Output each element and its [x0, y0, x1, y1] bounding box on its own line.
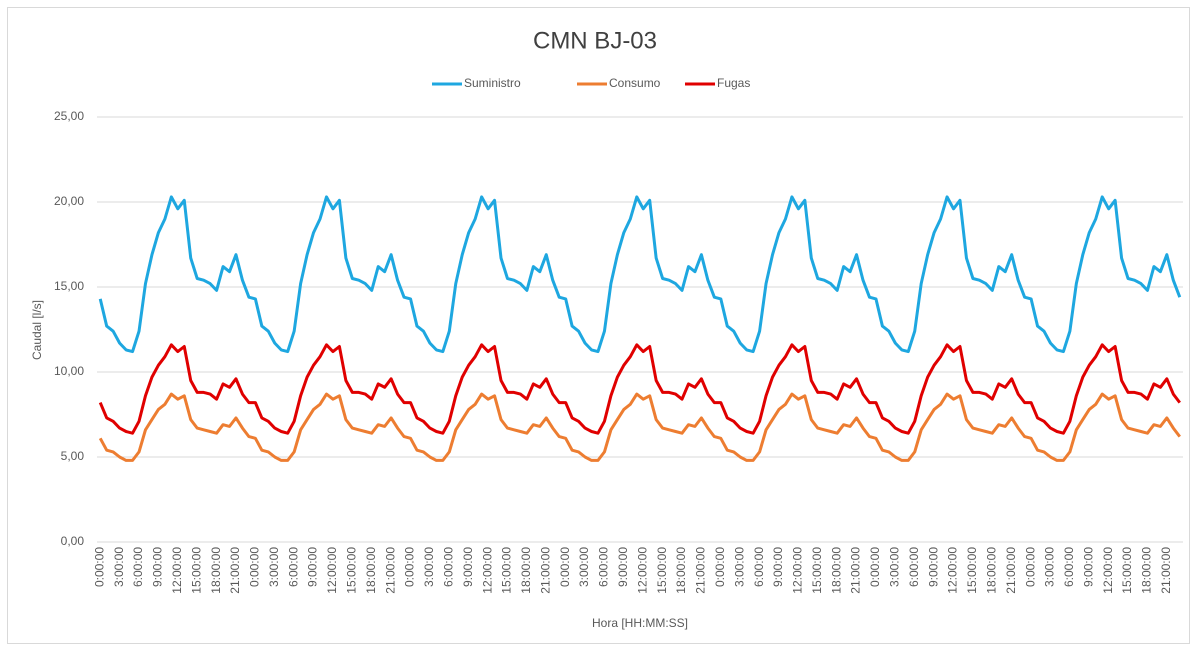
x-tick-label: 9:00:00 — [771, 547, 785, 587]
x-tick-label: 3:00:00 — [1043, 547, 1057, 587]
x-tick-label: 0:00:00 — [1023, 547, 1037, 587]
x-tick-label: 18:00:00 — [209, 547, 223, 594]
legend-label: Fugas — [717, 76, 750, 90]
x-tick-label: 9:00:00 — [616, 547, 630, 587]
x-tick-label: 3:00:00 — [267, 547, 281, 587]
x-tick-label: 15:00:00 — [345, 547, 359, 594]
x-tick-label: 9:00:00 — [1081, 547, 1095, 587]
x-tick-label: 18:00:00 — [674, 547, 688, 594]
x-tick-label: 21:00:00 — [849, 547, 863, 594]
y-tick-label: 15,00 — [54, 279, 84, 293]
x-tick-label: 6:00:00 — [1062, 547, 1076, 587]
x-tick-label: 21:00:00 — [1159, 547, 1173, 594]
x-tick-label: 18:00:00 — [1140, 547, 1154, 594]
x-tick-label: 12:00:00 — [946, 547, 960, 594]
y-tick-label: 5,00 — [61, 449, 85, 463]
x-tick-label: 21:00:00 — [694, 547, 708, 594]
x-tick-label: 0:00:00 — [248, 547, 262, 587]
x-tick-label: 12:00:00 — [480, 547, 494, 594]
x-tick-label: 3:00:00 — [888, 547, 902, 587]
x-axis-title: Hora [HH:MM:SS] — [592, 616, 688, 630]
chart-border — [7, 7, 1190, 644]
x-tick-label: 6:00:00 — [597, 547, 611, 587]
x-tick-label: 6:00:00 — [286, 547, 300, 587]
x-tick-label: 21:00:00 — [538, 547, 552, 594]
x-tick-label: 12:00:00 — [791, 547, 805, 594]
y-tick-label: 25,00 — [54, 109, 84, 123]
x-tick-label: 18:00:00 — [519, 547, 533, 594]
x-tick-label: 0:00:00 — [558, 547, 572, 587]
x-tick-label: 6:00:00 — [907, 547, 921, 587]
x-tick-label: 0:00:00 — [868, 547, 882, 587]
x-tick-label: 15:00:00 — [1120, 547, 1134, 594]
series-line — [98, 392, 1181, 462]
x-tick-label: 12:00:00 — [325, 547, 339, 594]
series-line — [98, 343, 1181, 435]
x-tick-label: 12:00:00 — [1101, 547, 1115, 594]
y-tick-label: 0,00 — [61, 534, 85, 548]
x-tick-label: 0:00:00 — [92, 547, 106, 587]
x-tick-label: 18:00:00 — [364, 547, 378, 594]
x-tick-label: 9:00:00 — [926, 547, 940, 587]
x-tick-label: 15:00:00 — [655, 547, 669, 594]
x-tick-label: 6:00:00 — [131, 547, 145, 587]
x-tick-label: 3:00:00 — [422, 547, 436, 587]
x-tick-label: 15:00:00 — [500, 547, 514, 594]
x-tick-label: 18:00:00 — [829, 547, 843, 594]
y-axis-title: Caudal [l/s] — [30, 300, 44, 360]
x-tick-label: 21:00:00 — [383, 547, 397, 594]
x-tick-label: 21:00:00 — [228, 547, 242, 594]
legend-label: Suministro — [464, 76, 521, 90]
x-tick-label: 9:00:00 — [151, 547, 165, 587]
legend-label: Consumo — [609, 76, 661, 90]
y-tick-label: 10,00 — [54, 364, 84, 378]
x-tick-label: 6:00:00 — [752, 547, 766, 587]
x-tick-label: 21:00:00 — [1004, 547, 1018, 594]
x-tick-label: 9:00:00 — [461, 547, 475, 587]
x-tick-label: 12:00:00 — [170, 547, 184, 594]
x-tick-label: 15:00:00 — [965, 547, 979, 594]
x-tick-label: 0:00:00 — [713, 547, 727, 587]
y-tick-label: 20,00 — [54, 194, 84, 208]
x-tick-label: 15:00:00 — [189, 547, 203, 594]
x-tick-label: 3:00:00 — [577, 547, 591, 587]
x-tick-label: 0:00:00 — [403, 547, 417, 587]
chart-title: CMN BJ-03 — [533, 27, 657, 54]
x-tick-label: 9:00:00 — [306, 547, 320, 587]
x-tick-label: 15:00:00 — [810, 547, 824, 594]
x-tick-label: 3:00:00 — [112, 547, 126, 587]
x-tick-label: 3:00:00 — [732, 547, 746, 587]
series-line — [98, 195, 1182, 354]
x-tick-label: 12:00:00 — [635, 547, 649, 594]
x-tick-label: 18:00:00 — [984, 547, 998, 594]
x-tick-label: 6:00:00 — [441, 547, 455, 587]
